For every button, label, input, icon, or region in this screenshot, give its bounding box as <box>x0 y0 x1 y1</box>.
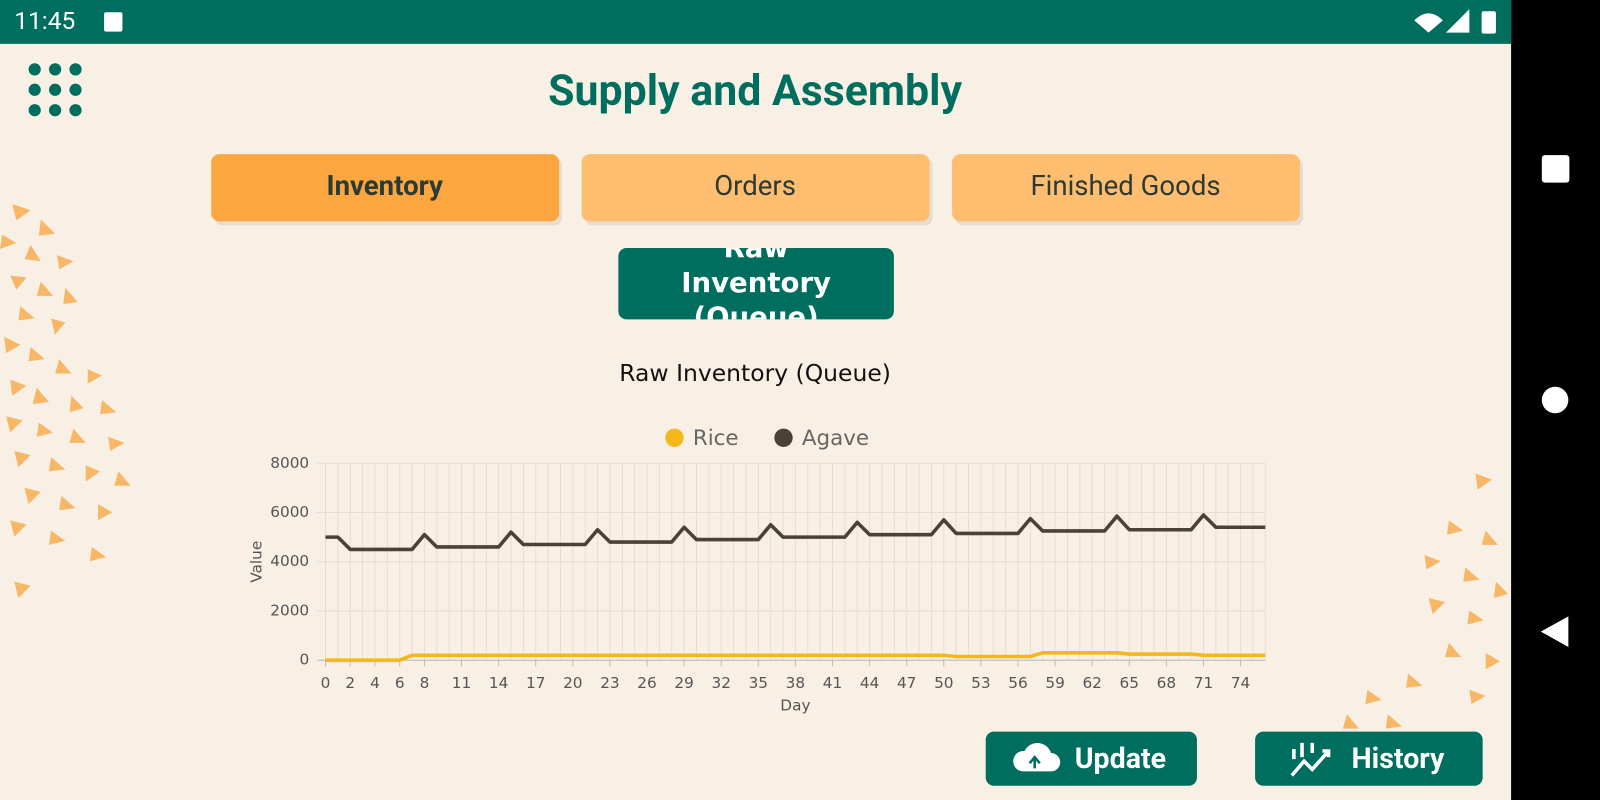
x-tick-label: 20 <box>563 674 582 692</box>
x-tick-label: 6 <box>395 674 405 692</box>
chart-title: Raw Inventory (Queue) <box>619 359 891 387</box>
menu-icon[interactable] <box>28 63 82 117</box>
tab[interactable] <box>211 154 560 222</box>
y-tick-label: 8000 <box>270 454 309 472</box>
section-button-label: Raw Inventory (Queue) <box>681 247 832 320</box>
x-tick-label: 4 <box>370 674 380 692</box>
x-tick-label: 0 <box>321 674 331 692</box>
x-tick-label: 14 <box>489 674 508 692</box>
legend-marker <box>774 428 793 447</box>
tab[interactable] <box>581 154 930 222</box>
wifi-icon <box>1414 13 1443 33</box>
section-button[interactable] <box>618 247 894 320</box>
legend-label: Agave <box>802 426 869 451</box>
x-tick-label: 2 <box>345 674 355 692</box>
back-button[interactable] <box>1540 616 1569 647</box>
x-tick-label: 11 <box>452 674 471 692</box>
page-title: Supply and Assembly <box>548 66 962 116</box>
section-button-label-box: Raw Inventory (Queue) <box>681 247 832 320</box>
tab[interactable] <box>952 154 1300 222</box>
x-tick-label: 74 <box>1231 674 1250 692</box>
y-tick-label: 2000 <box>270 601 309 619</box>
x-axis-label: Day <box>780 697 810 715</box>
x-tick-label: 32 <box>711 674 730 692</box>
x-tick-label: 59 <box>1045 674 1064 692</box>
x-tick-label: 23 <box>600 674 619 692</box>
upload-arrow <box>1028 755 1041 769</box>
home-button[interactable] <box>1541 386 1569 414</box>
x-tick-label: 62 <box>1082 674 1101 692</box>
x-tick-label: 38 <box>786 674 805 692</box>
upload-icon <box>1013 742 1061 772</box>
x-tick-label: 50 <box>934 674 953 692</box>
recents-button[interactable] <box>1541 155 1570 183</box>
series-line <box>325 513 1266 552</box>
y-tick-label: 4000 <box>270 552 309 570</box>
app-background <box>0 0 1512 800</box>
status-bar <box>0 0 1512 44</box>
status-icon <box>104 12 123 32</box>
x-tick-label: 44 <box>860 674 879 692</box>
tab-label: Inventory <box>327 169 443 202</box>
tab-label: Orders <box>714 169 796 202</box>
tab-label: Finished Goods <box>1030 169 1220 202</box>
status-time: 11:45 <box>14 6 75 35</box>
x-tick-label: 65 <box>1120 674 1139 692</box>
x-tick-label: 53 <box>971 674 990 692</box>
decoration <box>0 204 1509 729</box>
x-tick-label: 56 <box>1008 674 1027 692</box>
x-tick-label: 26 <box>637 674 656 692</box>
y-tick-label: 6000 <box>270 503 309 521</box>
x-tick-label: 68 <box>1157 674 1176 692</box>
legend-marker <box>665 428 684 447</box>
x-tick-label: 8 <box>420 674 430 692</box>
series-line <box>325 651 1266 662</box>
y-axis-label: Value <box>248 541 266 583</box>
x-tick-label: 47 <box>897 674 916 692</box>
update-label: Update <box>1075 741 1166 775</box>
history-icon <box>1290 742 1331 777</box>
x-tick-label: 71 <box>1194 674 1213 692</box>
legend-label: Rice <box>693 426 739 451</box>
battery-icon <box>1481 11 1496 34</box>
x-tick-label: 17 <box>526 674 545 692</box>
history-label: History <box>1352 741 1446 775</box>
x-tick-label: 41 <box>823 674 842 692</box>
y-tick-label: 0 <box>299 651 309 669</box>
x-tick-label: 29 <box>674 674 693 692</box>
x-tick-label: 35 <box>749 674 768 692</box>
